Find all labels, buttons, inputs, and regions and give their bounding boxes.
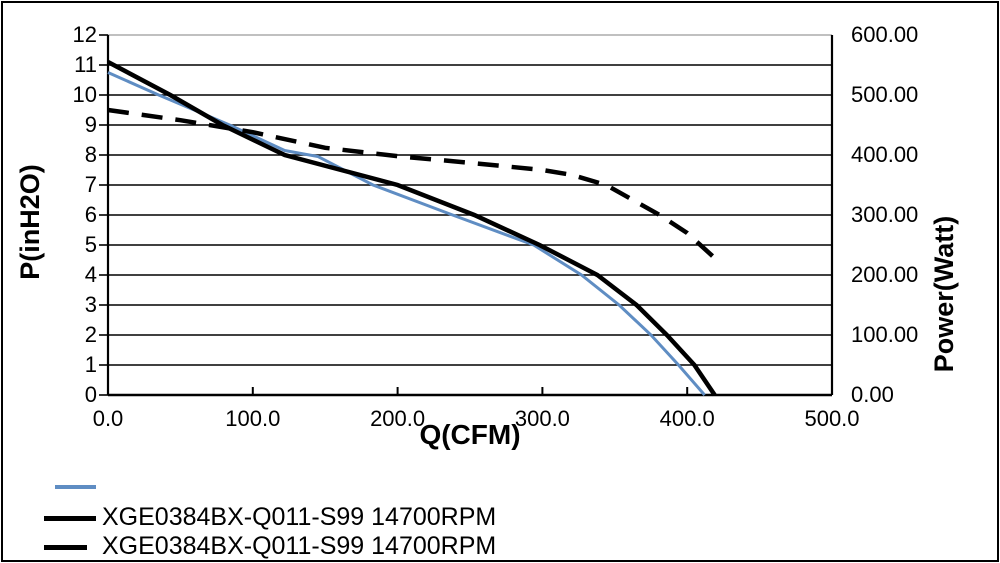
y-axis-right-title: Power(Watt): [929, 215, 959, 373]
series-pq-blue: [107, 71, 706, 396]
legend-swatch-solid-line: [44, 516, 96, 521]
y-axis-left-title: P(inH2O): [15, 164, 45, 280]
legend-swatch-blue-line: [55, 485, 96, 489]
legend-label-dashed: XGE0384BX-Q011-S99 14700RPM: [102, 532, 497, 560]
legend-label-solid: XGE0384BX-Q011-S99 14700RPM: [102, 503, 497, 531]
x-axis-title: Q(CFM): [419, 419, 521, 450]
legend-swatch-dashed-line: [44, 545, 87, 550]
series-pq-black: [106, 60, 717, 397]
